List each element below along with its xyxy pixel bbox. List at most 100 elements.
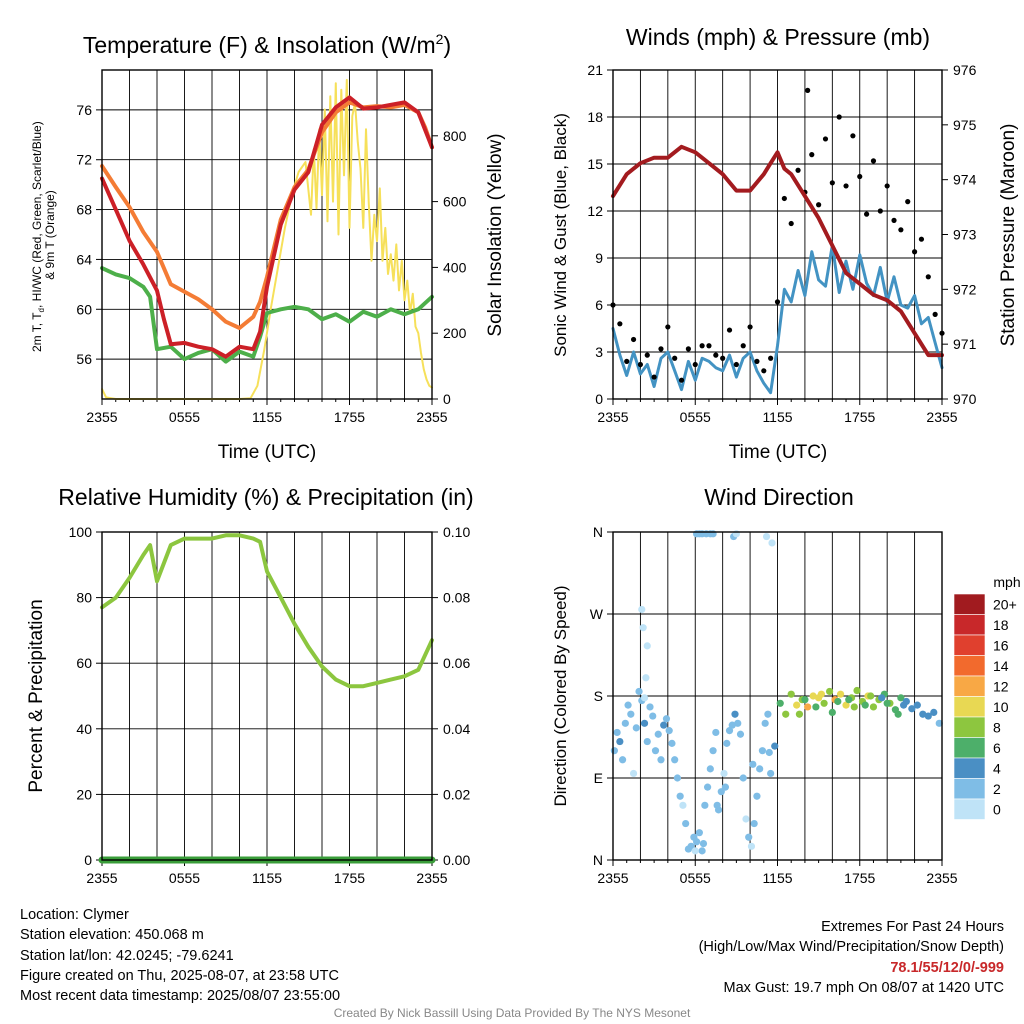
humidity-panel: Relative Humidity (%) & Precipitation (i… bbox=[26, 484, 474, 886]
winds-xtick-label: 0555 bbox=[680, 409, 711, 425]
direction-point bbox=[853, 686, 861, 695]
gust-point bbox=[644, 352, 650, 358]
humidity-ytick-right-label: 0.00 bbox=[443, 852, 470, 868]
direction-point bbox=[765, 748, 773, 757]
gust-point bbox=[651, 374, 657, 380]
temperature-ytick-label: 56 bbox=[76, 351, 92, 367]
gust-point bbox=[774, 299, 781, 305]
direction-point bbox=[804, 703, 812, 711]
direction-point bbox=[627, 710, 635, 718]
direction-point bbox=[682, 819, 690, 828]
gust-point bbox=[617, 321, 623, 327]
colorbar-swatch bbox=[953, 696, 986, 718]
direction-point bbox=[638, 605, 646, 614]
gust-point bbox=[781, 195, 787, 202]
direction-point bbox=[834, 697, 842, 706]
direction-point bbox=[897, 694, 905, 702]
speed-colorbar: 20+ 18 16 14 12 10 8 6 4 2 0 bbox=[953, 593, 1017, 820]
gust-point bbox=[658, 346, 664, 352]
gust-point bbox=[720, 355, 726, 361]
direction-ytick-label: S bbox=[594, 688, 603, 704]
direction-ytick-label: E bbox=[594, 770, 603, 786]
extremes-info: Extremes For Past 24 Hours (High/Low/Max… bbox=[699, 917, 1004, 998]
gust-point bbox=[877, 208, 883, 214]
winds-ytick-right-label: 974 bbox=[953, 172, 977, 188]
direction-point bbox=[701, 801, 709, 809]
direction-point bbox=[850, 703, 858, 711]
gust-point bbox=[809, 152, 815, 158]
humidity-ytick-label: 80 bbox=[76, 590, 92, 606]
station-latlon: Station lat/lon: 42.0245; -79.6241 bbox=[20, 947, 234, 964]
direction-point bbox=[635, 687, 643, 696]
colorbar-swatch bbox=[953, 798, 986, 820]
direction-point bbox=[842, 701, 850, 709]
colorbar-label: 2 bbox=[993, 781, 1001, 797]
direction-point bbox=[809, 692, 817, 700]
direction-point bbox=[908, 705, 916, 713]
temperature-ylabel-right: Solar Insolation (Yellow) bbox=[485, 133, 506, 336]
colorbar-label: 4 bbox=[993, 760, 1001, 776]
humidity-ytick-label: 100 bbox=[69, 524, 93, 540]
gust-point bbox=[870, 158, 877, 164]
direction-point bbox=[643, 642, 651, 650]
gust-point bbox=[836, 114, 842, 120]
direction-point bbox=[616, 737, 624, 746]
colorbar-swatch bbox=[953, 675, 986, 697]
winds-xtick-label: 2355 bbox=[926, 409, 957, 425]
direction-ytick-label: N bbox=[593, 852, 603, 868]
direction-point bbox=[651, 747, 660, 755]
humidity-title: Relative Humidity (%) & Precipitation (i… bbox=[58, 484, 473, 510]
gust-point bbox=[891, 217, 897, 223]
humidity-xtick-label: 0555 bbox=[169, 870, 200, 886]
direction-point bbox=[930, 708, 938, 717]
direction-title: Wind Direction bbox=[704, 484, 854, 510]
humidity-ytick-right-label: 0.04 bbox=[443, 721, 470, 737]
direction-point bbox=[668, 739, 676, 747]
temperature-ytick-right-label: 800 bbox=[443, 128, 467, 144]
colorbar-label: 0 bbox=[993, 801, 1001, 817]
gust-point bbox=[898, 227, 904, 233]
direction-point bbox=[762, 532, 771, 541]
direction-point bbox=[756, 765, 764, 773]
direction-xtick-label: 2355 bbox=[926, 870, 957, 886]
temperature-ytick-label: 76 bbox=[76, 102, 92, 118]
humidity-ytick-right-label: 0.06 bbox=[443, 655, 470, 671]
direction-point bbox=[869, 703, 878, 711]
gust-point bbox=[768, 355, 774, 361]
gust-point bbox=[850, 133, 856, 139]
direction-point bbox=[867, 692, 875, 700]
direction-point bbox=[734, 719, 742, 727]
colorbar-label: 6 bbox=[993, 740, 1001, 756]
winds-ytick-label: 21 bbox=[587, 62, 603, 78]
direction-point bbox=[660, 721, 668, 729]
direction-point bbox=[861, 701, 869, 709]
colorbar-swatch bbox=[953, 655, 986, 677]
gust-point bbox=[726, 327, 733, 333]
colorbar-label: 20+ bbox=[993, 596, 1017, 612]
humidity-line bbox=[100, 533, 434, 689]
gust-point bbox=[665, 324, 671, 330]
humidity-ytick-right-label: 0.10 bbox=[443, 524, 470, 540]
humidity-ytick-label: 0 bbox=[84, 852, 92, 868]
gust-point bbox=[706, 343, 712, 349]
direction-point bbox=[768, 539, 776, 547]
direction-point bbox=[771, 742, 779, 750]
direction-point bbox=[725, 727, 734, 735]
direction-point bbox=[698, 847, 706, 855]
humidity-ytick-label: 60 bbox=[76, 655, 92, 671]
gust-point bbox=[733, 361, 739, 368]
winds-xtick-label: 2355 bbox=[597, 409, 628, 425]
direction-point bbox=[894, 710, 902, 718]
gust-point bbox=[905, 199, 911, 205]
winds-ytick-label: 6 bbox=[595, 297, 603, 313]
direction-point bbox=[676, 792, 684, 800]
colorbar-label: 10 bbox=[993, 699, 1009, 715]
direction-point bbox=[795, 710, 804, 718]
winds-ytick-right-label: 976 bbox=[953, 62, 977, 78]
humidity-border bbox=[101, 531, 433, 861]
temperature-ytick-label: 72 bbox=[76, 152, 92, 168]
direction-point bbox=[693, 838, 701, 846]
colorbar-label: 8 bbox=[993, 719, 1001, 735]
direction-point bbox=[924, 712, 932, 720]
colorbar-swatch bbox=[953, 778, 986, 800]
